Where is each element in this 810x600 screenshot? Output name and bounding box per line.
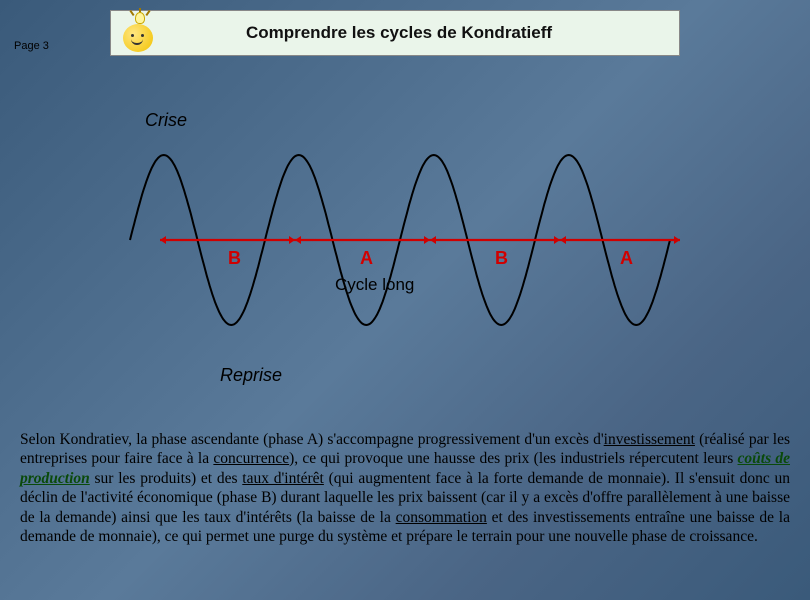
text: sur les produits) et des (90, 470, 243, 487)
kondratieff-diagram: Crise Reprise Cycle long BABA (120, 110, 690, 390)
link-taux-interet[interactable]: taux d'intérêt (242, 470, 324, 487)
body-paragraph: Selon Kondratiev, la phase ascendante (p… (20, 430, 790, 546)
phase-label-a-3: A (620, 248, 633, 269)
title-box: Comprendre les cycles de Kondratieff (110, 10, 680, 56)
phase-label-b-2: B (495, 248, 508, 269)
link-investissement[interactable]: investissement (604, 431, 695, 448)
link-concurrence[interactable]: concurrence (213, 450, 289, 467)
phase-label-b-0: B (228, 248, 241, 269)
page-number-label: Page 3 (14, 40, 49, 52)
link-consommation[interactable]: consommation (396, 509, 487, 526)
wave-svg (120, 120, 690, 380)
text: ), ce qui provoque une hausse des prix (… (289, 450, 737, 467)
phase-label-a-1: A (360, 248, 373, 269)
lightbulb-idea-icon (117, 12, 159, 54)
page-title: Comprendre les cycles de Kondratieff (159, 23, 679, 43)
text: Selon Kondratiev, la phase ascendante (p… (20, 431, 604, 448)
